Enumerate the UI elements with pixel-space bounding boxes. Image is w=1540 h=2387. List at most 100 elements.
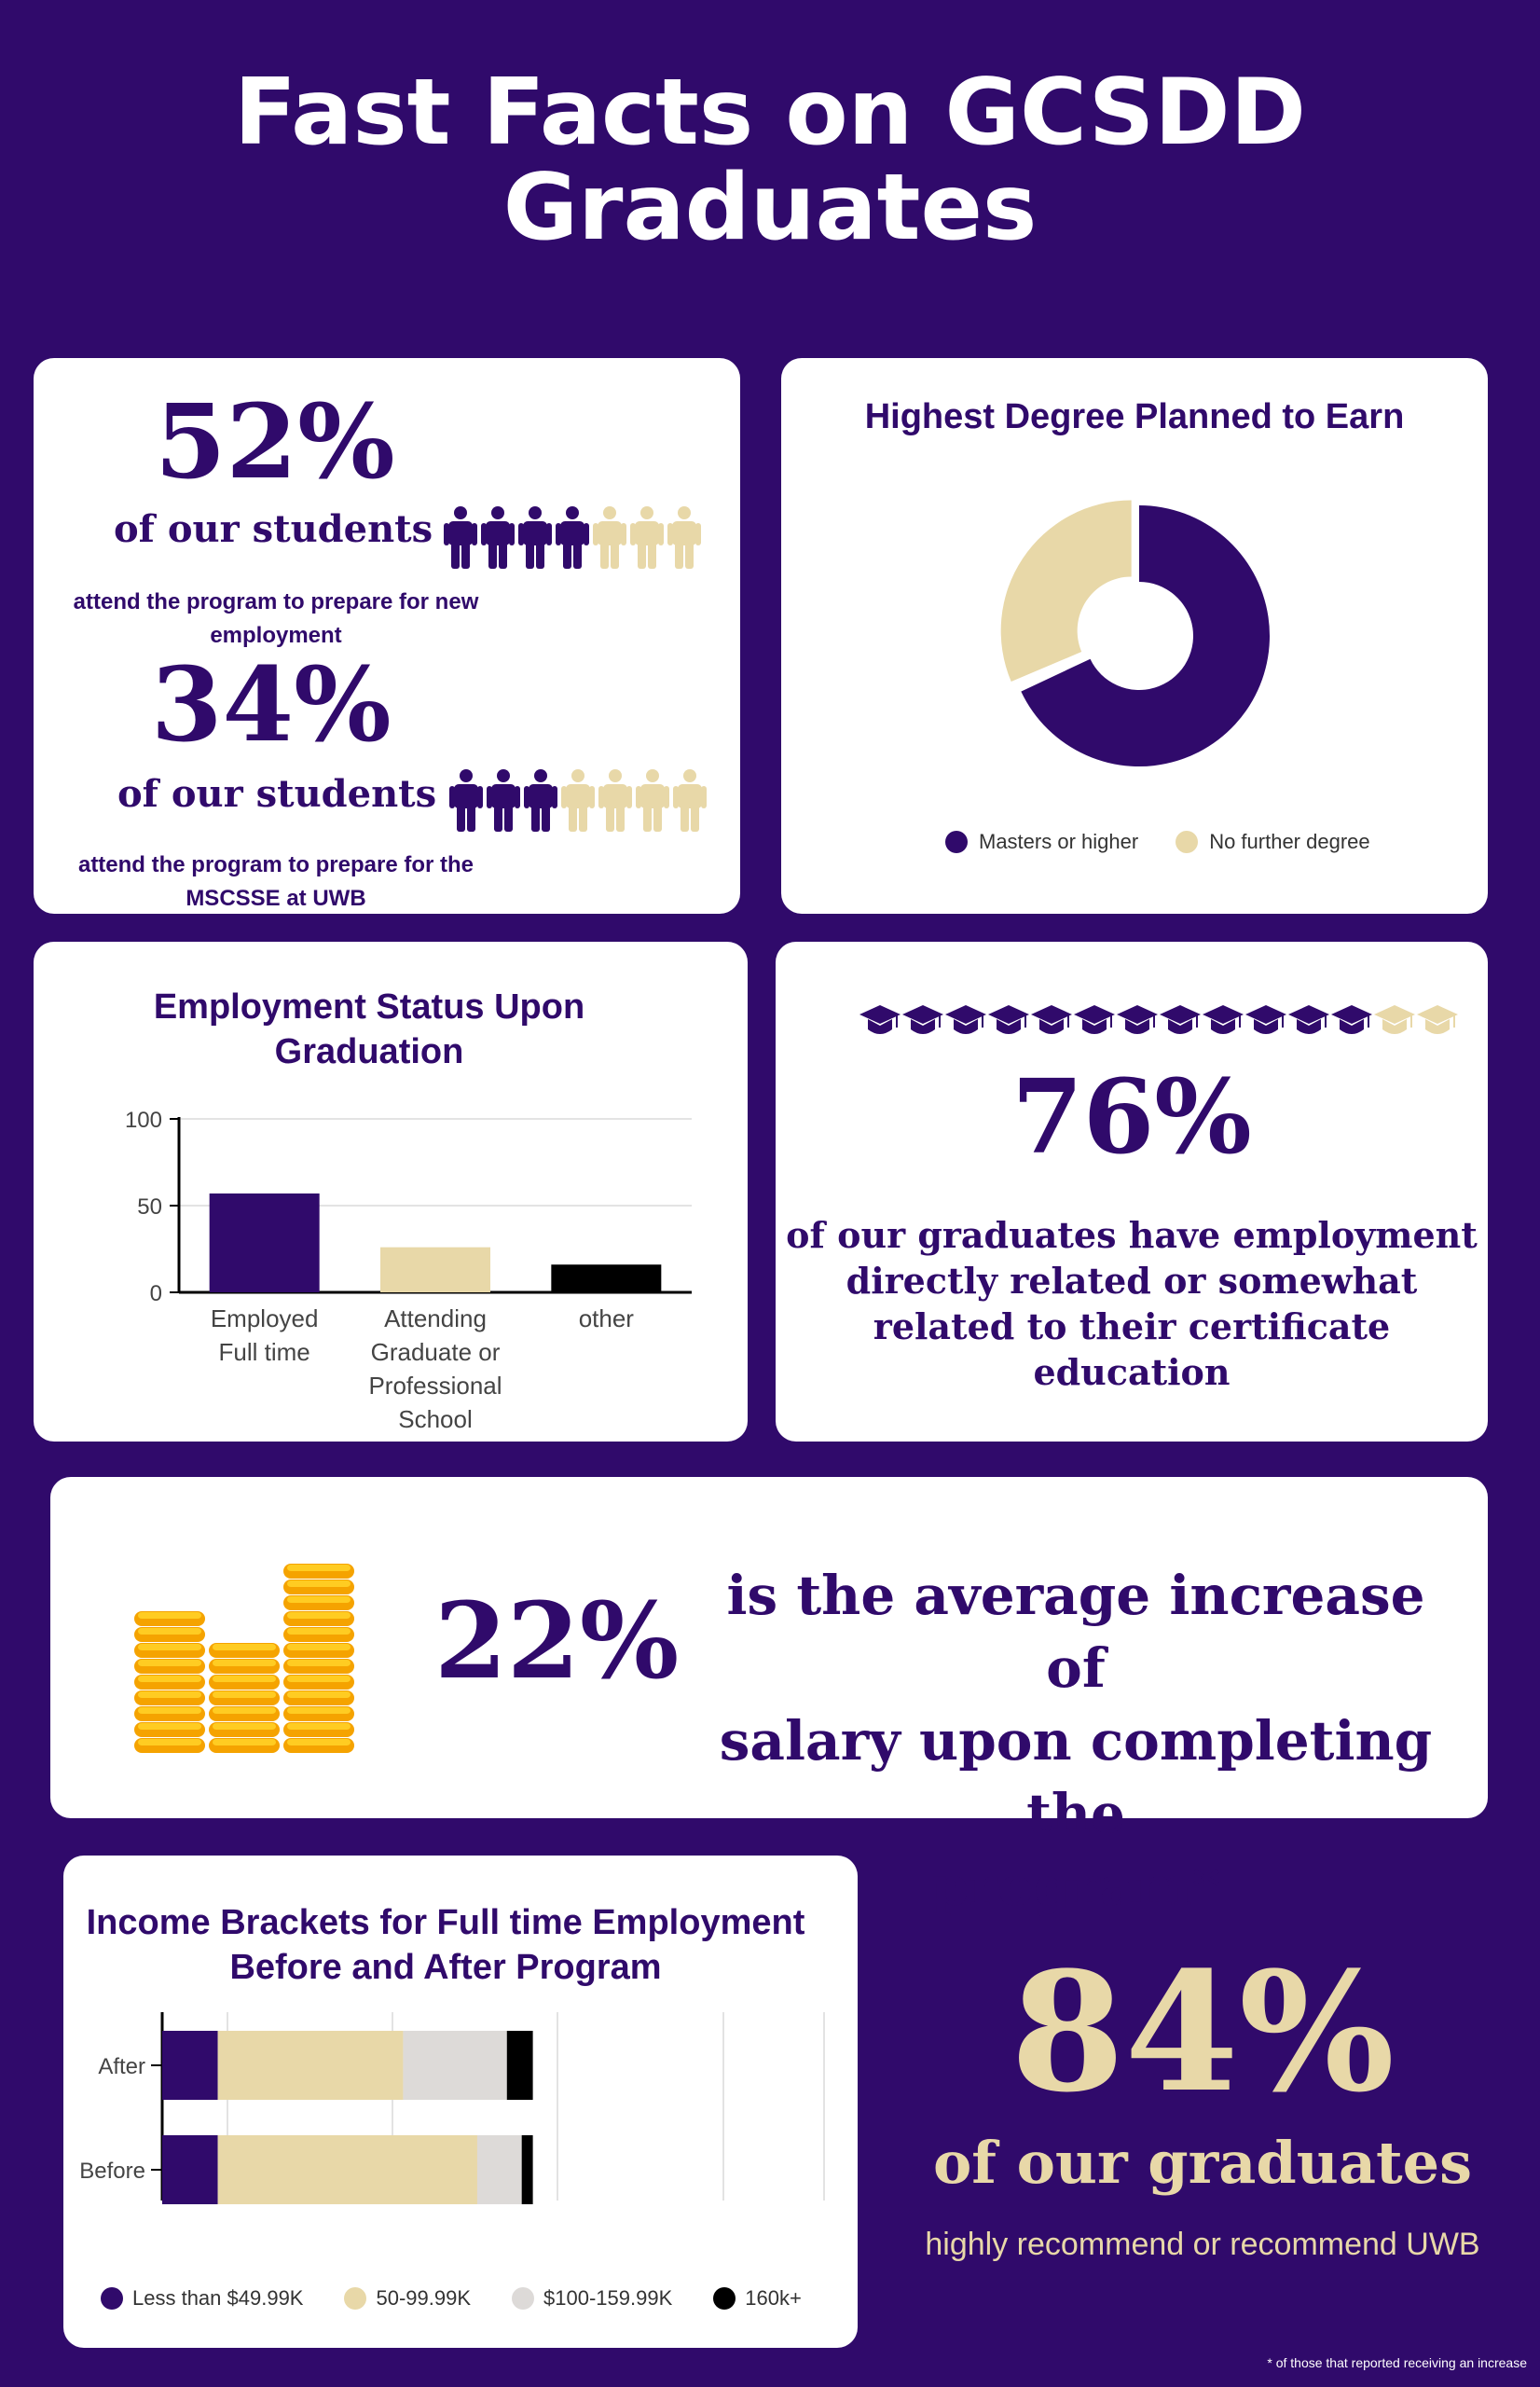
person-icon — [524, 769, 557, 832]
degree-legend: Masters or higher No further degree — [945, 830, 1370, 854]
person-icon — [487, 769, 520, 832]
donut-slice-2 — [1000, 500, 1132, 682]
stat-52-description: attend the program to prepare for new em… — [52, 586, 500, 653]
legend-dot-no-further — [1176, 831, 1199, 853]
legend-label-masters: Masters or higher — [979, 830, 1139, 853]
graduation-cap-icon — [988, 1005, 1029, 1034]
income-segment-2 — [217, 2135, 477, 2204]
income-card: Income Brackets for Full time Employment… — [63, 1856, 858, 2348]
income-segment-2 — [217, 2031, 404, 2100]
donut-slice-1 — [1021, 505, 1270, 766]
salary-desc-line-3: program* — [930, 1855, 1221, 1918]
employment-bar-chart: 0 50 100 — [125, 1108, 692, 1306]
income-category-label: After — [98, 2054, 145, 2079]
employment-bar-3 — [551, 1264, 662, 1292]
coin-shine — [287, 1580, 351, 1587]
degree-chart-title: Highest Degree Planned to Earn — [864, 397, 1405, 436]
person-icon — [667, 506, 701, 569]
coin-shine — [138, 1723, 201, 1730]
income-segment-4 — [506, 2031, 533, 2100]
employment-chart-title: Employment Status Upon Graduation — [34, 985, 705, 1074]
related-desc-line-4: education — [1033, 1351, 1231, 1393]
person-icon — [444, 506, 477, 569]
graduation-cap-icon — [1245, 1005, 1286, 1034]
employment-title-line-2: Graduation — [274, 1032, 464, 1071]
legend-dot-masters — [945, 831, 968, 853]
graduation-cap-icon — [1288, 1005, 1329, 1034]
graduation-cap-icon — [1074, 1005, 1115, 1034]
stat-84-description: highly recommend or recommend UWB — [925, 2227, 1480, 2262]
person-icon — [481, 506, 515, 569]
salary-card: 22% is the average increase of salary upo… — [50, 1477, 1488, 1918]
income-segment-1 — [162, 2135, 218, 2204]
graduation-cap-icon — [945, 1005, 986, 1034]
degree-donut-chart — [1000, 500, 1270, 766]
coin-shine — [213, 1691, 276, 1698]
coin-shine — [138, 1612, 201, 1619]
degree-card: Highest Degree Planned to Earn Masters o… — [781, 358, 1488, 914]
y-tick-label: 50 — [137, 1194, 162, 1220]
employment-bar-2 — [380, 1247, 490, 1292]
stat-22-percent: 22% — [434, 1580, 680, 1703]
footnote: * of those that reported receiving an in… — [1267, 2355, 1527, 2370]
stat-84-percent: 84% — [1010, 1936, 1396, 2129]
income-segment-1 — [162, 2031, 218, 2100]
income-segment-4 — [521, 2135, 533, 2204]
legend-label-lt50: Less than $49.99K — [132, 2286, 304, 2310]
graduation-cap-icon — [1331, 1005, 1372, 1034]
coin-shine — [287, 1596, 351, 1603]
legend-label-no-further: No further degree — [1209, 830, 1370, 853]
salary-desc-line-1: is the average increase of — [726, 1564, 1425, 1700]
coin-shine — [287, 1628, 351, 1635]
person-icon — [636, 769, 669, 832]
income-title-line-1: Income Brackets for Full time Employment — [86, 1903, 805, 1942]
coin-shine — [287, 1676, 351, 1682]
coin-shine — [213, 1723, 276, 1730]
income-chart-title: Income Brackets for Full time Employment… — [63, 1900, 828, 1990]
stat-34-percent: 34% — [151, 644, 392, 765]
coin-shine — [213, 1739, 276, 1745]
employment-bar-1 — [209, 1193, 320, 1292]
income-segment-3 — [403, 2031, 507, 2100]
stat-52-label: of our students — [114, 507, 433, 551]
legend-label-100-159: $100-159.99K — [543, 2286, 673, 2310]
income-segment-3 — [476, 2135, 522, 2204]
coin-shine — [138, 1676, 201, 1682]
employment-category-label: Employed Full time — [210, 1304, 319, 1366]
graduation-cap-icons — [859, 1003, 1458, 1041]
employment-category-label: Attending Graduate or Professional School — [368, 1304, 502, 1433]
stat-84-label: of our graduates — [932, 2129, 1473, 2197]
legend-label-50-99: 50-99.99K — [376, 2286, 472, 2310]
coin-shine — [138, 1628, 201, 1635]
graduation-cap-icon — [1031, 1005, 1072, 1034]
stat-34-desc-line-2: MSCSSE at UWB — [186, 886, 366, 911]
income-legend: Less than $49.99K 50-99.99K $100-159.99K… — [101, 2286, 802, 2311]
stat-34-label: of our students — [117, 772, 437, 816]
coin-shine — [287, 1565, 351, 1571]
income-stacked-bar-chart: After Before — [79, 2012, 825, 2204]
coin-shine — [138, 1739, 201, 1745]
legend-dot-160plus — [713, 2287, 736, 2310]
y-tick-label: 0 — [150, 1281, 162, 1306]
coin-shine — [213, 1707, 276, 1714]
students-card: 52% of our students — [34, 358, 740, 914]
graduation-cap-icon — [859, 1005, 901, 1034]
coin-shine — [287, 1707, 351, 1714]
graduation-cap-icon — [1117, 1005, 1158, 1034]
title-line-2: Graduates — [502, 155, 1038, 261]
coin-shine — [287, 1644, 351, 1650]
income-category-label: Before — [79, 2159, 145, 2184]
stat-52-desc-line-1: attend the program to prepare for new — [73, 589, 479, 614]
graduation-cap-icon — [1203, 1005, 1244, 1034]
stat-76-percent: 76% — [1011, 1056, 1252, 1177]
related-desc-line-1: of our graduates have employment — [786, 1214, 1478, 1256]
graduation-cap-icon — [1160, 1005, 1201, 1034]
legend-dot-100-159 — [512, 2287, 535, 2310]
legend-label-160plus: 160k+ — [745, 2286, 802, 2310]
stat-34-desc-line-1: attend the program to prepare for the — [77, 852, 474, 877]
coin-shine — [287, 1691, 351, 1698]
person-icon — [556, 506, 589, 569]
title-line-1: Fast Facts on GCSDD — [233, 60, 1307, 166]
coin-shine — [287, 1660, 351, 1666]
employment-title-line-1: Employment Status Upon — [153, 987, 585, 1027]
